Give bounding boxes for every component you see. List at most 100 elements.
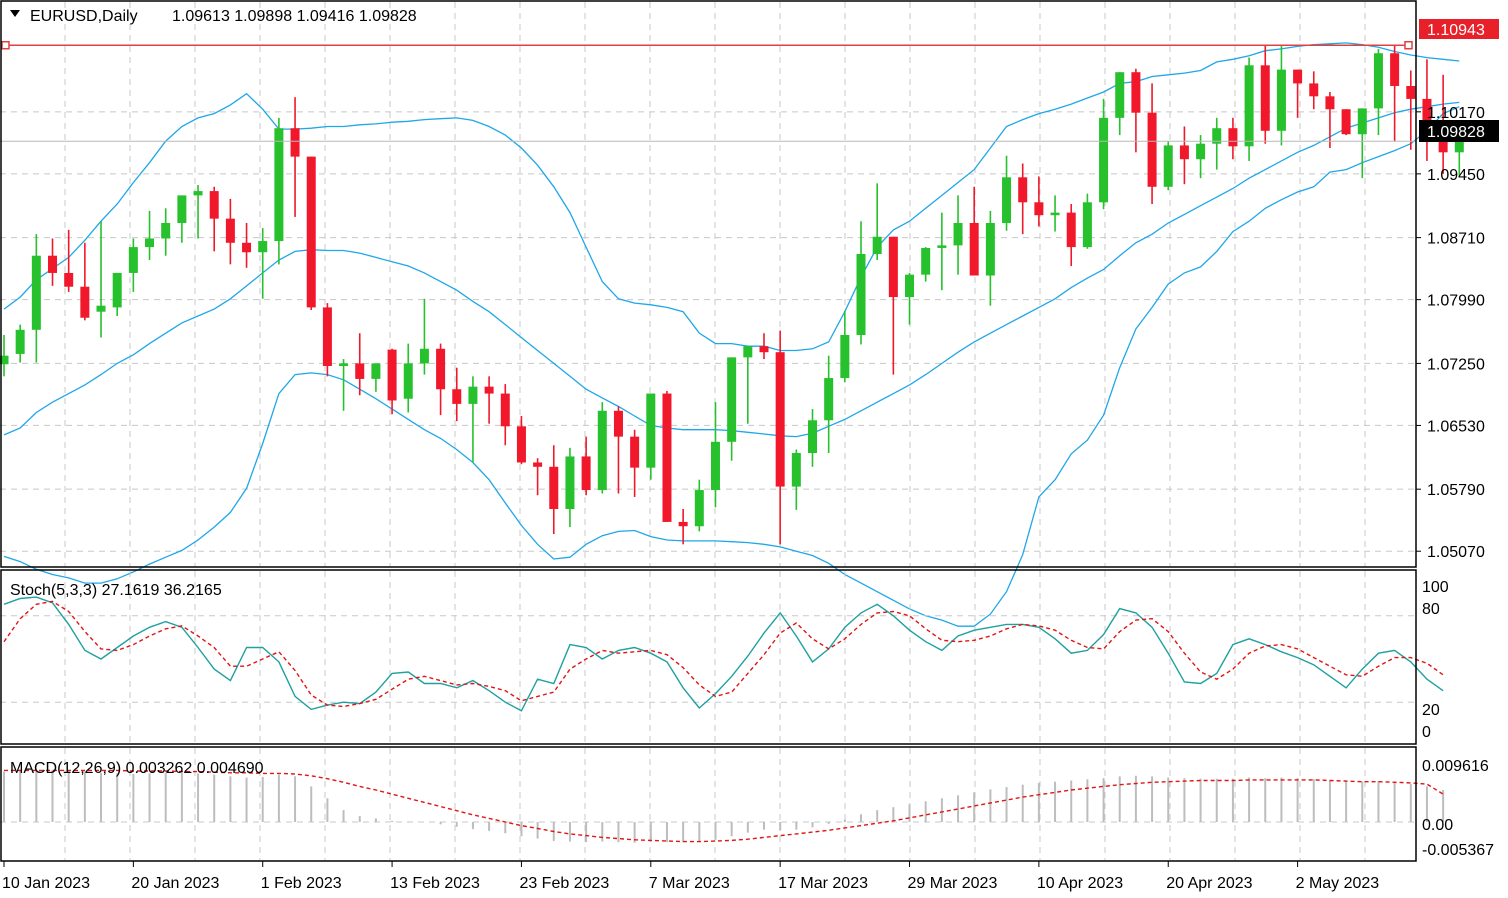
candle-body: [775, 352, 785, 487]
candle-body: [1212, 128, 1222, 144]
candle: [322, 303, 332, 377]
candle-body: [1406, 85, 1416, 99]
price-tick-label: 1.05790: [1427, 482, 1485, 499]
candle: [1131, 68, 1141, 153]
candle: [80, 242, 90, 321]
stoch-tick: 100: [1422, 579, 1449, 596]
candle-body: [840, 334, 850, 379]
candle-body: [1099, 117, 1109, 203]
price-tick-label: 1.06530: [1427, 418, 1485, 435]
candle: [31, 234, 41, 363]
candle-body: [355, 363, 365, 379]
candle: [436, 343, 446, 416]
candle-body: [274, 128, 284, 242]
candle-body: [112, 272, 122, 308]
candle: [1099, 98, 1109, 210]
candlesticks[interactable]: [0, 44, 1464, 545]
candle: [1406, 70, 1416, 150]
candle: [791, 449, 801, 510]
stoch-grid: [0, 571, 1416, 743]
candle-body: [15, 329, 25, 354]
bollinger-bands: [3, 42, 1460, 627]
high-line-handle-right[interactable]: [1404, 40, 1413, 50]
candle-body: [306, 156, 316, 308]
candle-body: [1196, 143, 1206, 160]
candle-body: [1115, 72, 1125, 118]
candle-body: [533, 462, 543, 467]
candle-body: [209, 191, 219, 219]
candle: [1147, 83, 1157, 205]
candle: [662, 390, 672, 522]
candle-body: [1018, 177, 1028, 203]
price-tick-label: 1.07250: [1427, 356, 1485, 373]
candle: [452, 367, 462, 422]
candle: [872, 183, 882, 261]
candle: [824, 355, 834, 453]
candle-body: [403, 363, 413, 399]
macd-label: MACD(12,26,9) 0.003262 0.004690: [10, 760, 264, 777]
candle-body: [969, 222, 979, 276]
candle-body: [500, 393, 510, 427]
high-line-handle-left[interactable]: [1, 40, 10, 50]
candle-body: [856, 253, 866, 335]
time-tick-label: 13 Feb 2023: [390, 875, 480, 892]
candle: [581, 436, 591, 496]
price-axis: 1.10170 1.09450 1.08710 1.07990 1.07250 1.065…: [1416, 105, 1485, 561]
candle-body: [322, 307, 332, 366]
candle: [953, 195, 963, 275]
candle: [1309, 71, 1319, 110]
time-tick-label: 10 Apr 2023: [1037, 875, 1123, 892]
candle: [1260, 45, 1270, 144]
candle: [969, 186, 979, 276]
candle: [484, 376, 494, 424]
time-tick-label: 23 Feb 2023: [519, 875, 609, 892]
candle-body: [64, 272, 74, 287]
candle: [258, 228, 268, 299]
candle: [274, 117, 284, 265]
candle: [242, 222, 252, 268]
candle-body: [0, 355, 9, 365]
candle: [710, 402, 720, 508]
candle-body: [484, 386, 494, 394]
candle: [419, 298, 429, 375]
candle-body: [419, 348, 429, 364]
candle: [840, 310, 850, 383]
stoch-panel-frame: [0, 569, 1417, 745]
candle-body: [1422, 98, 1432, 126]
candle-body: [1228, 128, 1238, 147]
candle: [387, 348, 397, 415]
band-upper: [3, 42, 1460, 352]
candle-body: [710, 441, 720, 491]
candle-body: [177, 195, 187, 223]
candle-body: [937, 245, 947, 248]
candle: [985, 210, 995, 306]
candle-body: [678, 521, 688, 527]
main-panel-frame: [0, 0, 1417, 568]
candle-body: [1066, 212, 1076, 248]
candle-body: [1325, 96, 1335, 110]
high-price-tag: [1419, 19, 1499, 39]
candle: [1390, 45, 1400, 142]
candle: [1115, 72, 1125, 136]
candle: [403, 343, 413, 413]
stochastic-lines: [3, 596, 1444, 712]
candle: [306, 156, 316, 310]
candle: [177, 195, 187, 243]
candle-body: [371, 363, 381, 379]
candle-body: [759, 346, 769, 353]
candle-body: [1341, 109, 1351, 135]
candle: [1179, 126, 1189, 185]
ohlc-values: 1.09613 1.09898 1.09416 1.09828: [172, 8, 417, 25]
candle: [1373, 48, 1383, 136]
candle: [678, 509, 688, 545]
candle-body: [387, 349, 397, 401]
candle: [888, 236, 898, 375]
collapse-icon[interactable]: [10, 10, 20, 17]
candle-body: [290, 128, 300, 157]
candle: [500, 384, 510, 446]
time-tick-label: 7 Mar 2023: [649, 875, 730, 892]
candle-body: [953, 222, 963, 246]
candle-body: [662, 393, 672, 522]
candle: [355, 333, 365, 396]
